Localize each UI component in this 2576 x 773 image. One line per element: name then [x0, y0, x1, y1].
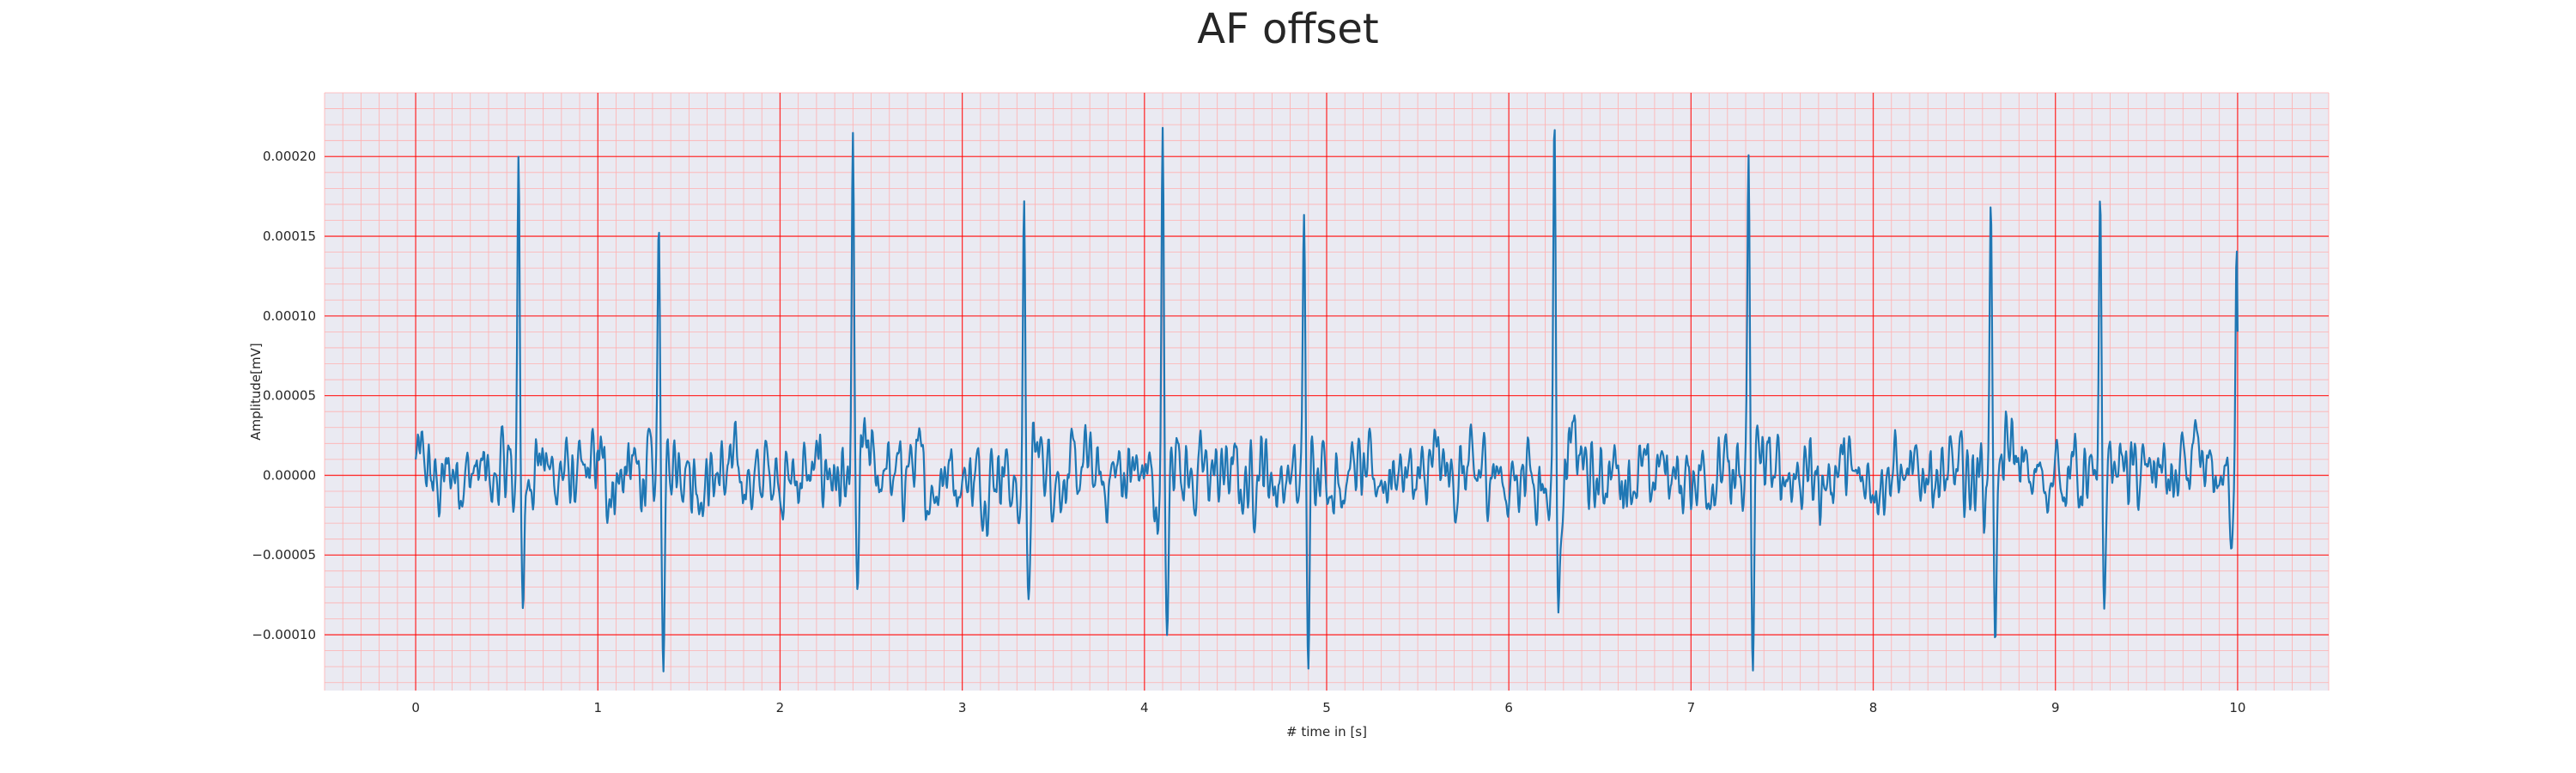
- x-tick-label: 9: [2051, 700, 2060, 715]
- x-tick-label: 5: [1322, 700, 1331, 715]
- y-tick-label: 0.00015: [263, 228, 316, 244]
- x-axis-ticks: 0 1 2 3 4 5 6 7 8 9 10: [411, 700, 2245, 715]
- x-tick-label: 1: [593, 700, 602, 715]
- x-tick-label: 2: [776, 700, 785, 715]
- y-tick-label: −0.00005: [252, 547, 316, 563]
- x-tick-label: 6: [1504, 700, 1513, 715]
- y-tick-label: 0.00000: [263, 467, 316, 483]
- x-tick-label: 8: [1869, 700, 1878, 715]
- x-tick-label: 10: [2229, 700, 2245, 715]
- y-tick-label: 0.00020: [263, 149, 316, 164]
- y-tick-label: 0.00005: [263, 388, 316, 404]
- x-axis-label: # time in [s]: [1286, 724, 1367, 740]
- y-axis-label: Amplitude[mV]: [248, 343, 264, 440]
- x-tick-label: 4: [1140, 700, 1149, 715]
- x-tick-label: 0: [411, 700, 420, 715]
- x-tick-label: 7: [1687, 700, 1696, 715]
- y-tick-label: 0.00010: [263, 308, 316, 324]
- y-tick-label: −0.00010: [252, 627, 316, 642]
- x-tick-label: 3: [958, 700, 967, 715]
